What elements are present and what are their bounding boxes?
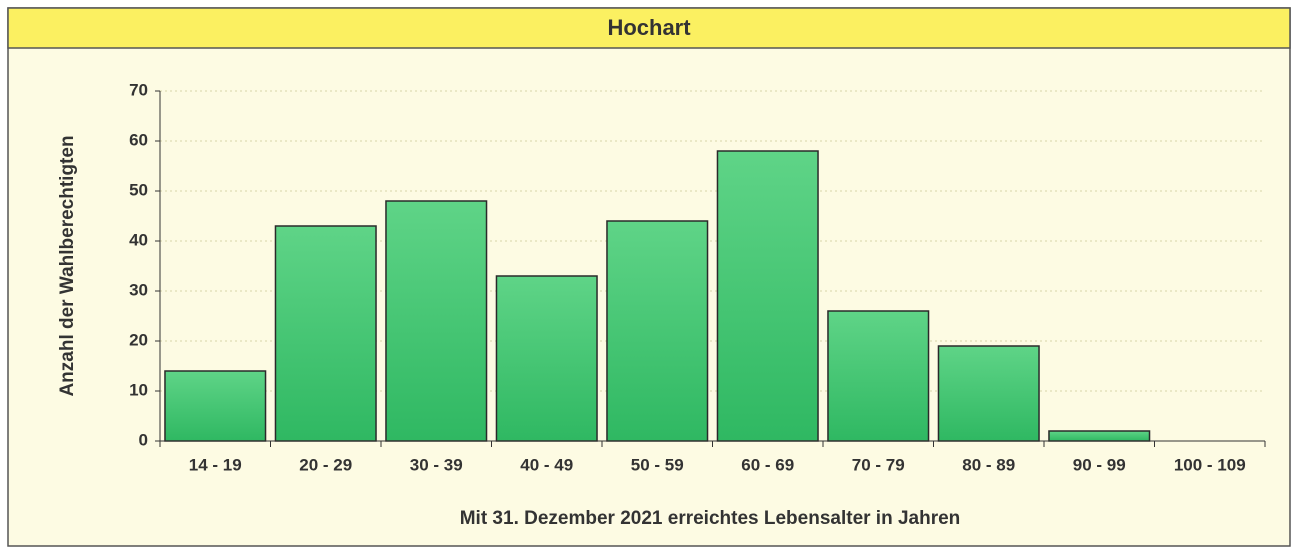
x-tick-label: 80 - 89 [962, 455, 1015, 474]
x-tick-label: 14 - 19 [189, 455, 242, 474]
y-tick-label: 10 [129, 380, 148, 399]
x-tick-label: 60 - 69 [741, 455, 794, 474]
bar [606, 220, 709, 442]
bar [274, 225, 377, 442]
bar [827, 310, 930, 442]
x-tick-label: 100 - 109 [1174, 455, 1246, 474]
bar [716, 150, 819, 442]
x-tick-label: 30 - 39 [410, 455, 463, 474]
y-tick-label: 70 [129, 80, 148, 99]
x-tick-label: 90 - 99 [1073, 455, 1126, 474]
x-tick-label: 40 - 49 [520, 455, 573, 474]
bar [1048, 430, 1151, 442]
bar [164, 370, 267, 442]
y-tick-label: 0 [139, 430, 148, 449]
x-tick-label: 20 - 29 [299, 455, 352, 474]
y-tick-label: 20 [129, 330, 148, 349]
bar [385, 200, 488, 442]
chart-title: Hochart [607, 15, 691, 40]
y-axis-label: Anzahl der Wahlberechtigten [57, 135, 78, 396]
y-tick-label: 50 [129, 180, 148, 199]
bar [495, 275, 598, 442]
title-bar [7, 7, 1291, 49]
bar [937, 345, 1040, 442]
y-tick-label: 60 [129, 130, 148, 149]
x-tick-label: 50 - 59 [631, 455, 684, 474]
y-tick-label: 30 [129, 280, 148, 299]
x-axis-label: Mit 31. Dezember 2021 erreichtes Lebensa… [460, 508, 961, 529]
x-tick-label: 70 - 79 [852, 455, 905, 474]
y-tick-label: 40 [129, 230, 148, 249]
